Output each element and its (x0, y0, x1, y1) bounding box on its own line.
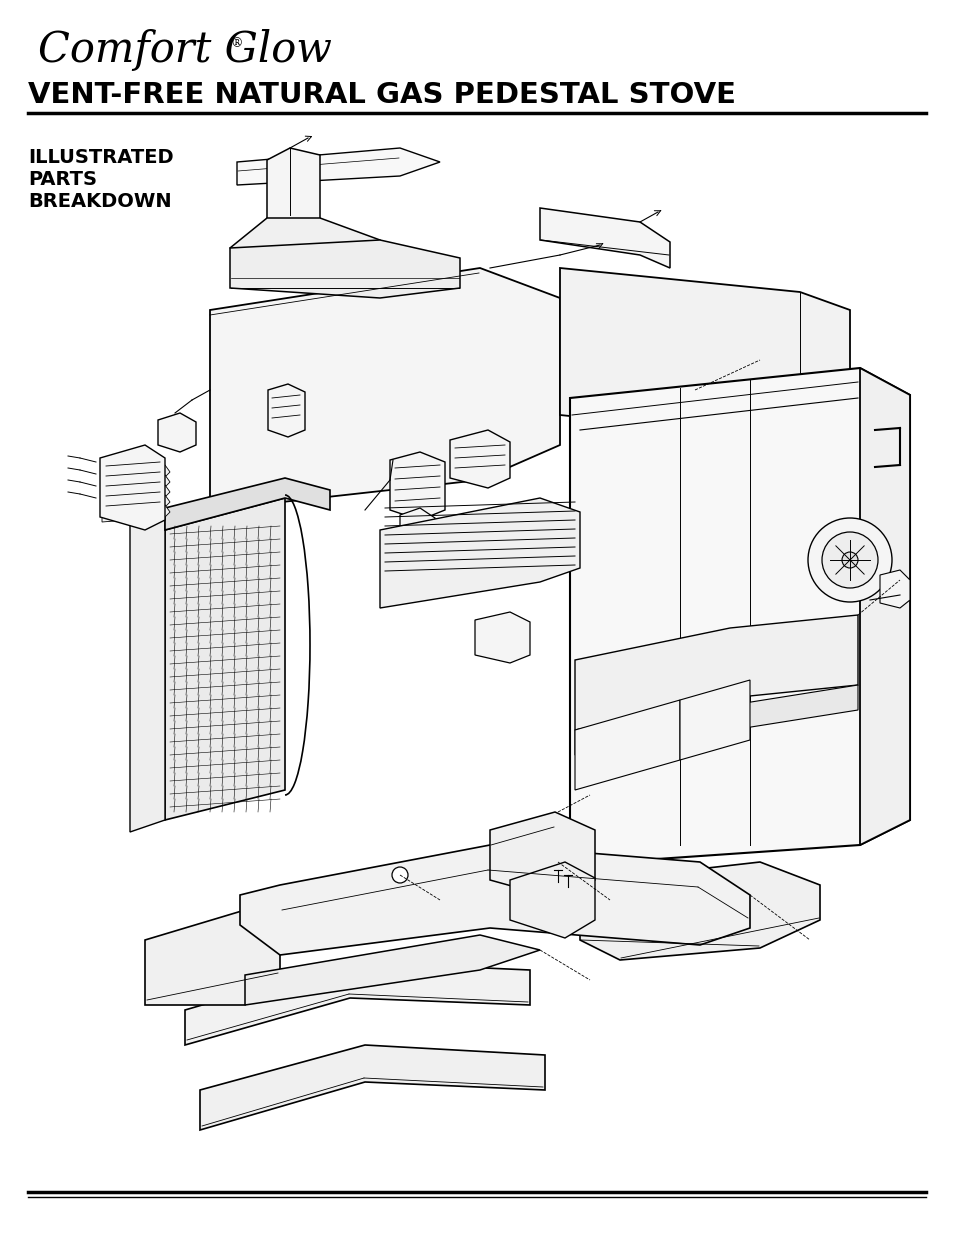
Polygon shape (130, 508, 165, 832)
Polygon shape (236, 148, 439, 185)
Text: VENT-FREE NATURAL GAS PEDESTAL STOVE: VENT-FREE NATURAL GAS PEDESTAL STOVE (28, 82, 735, 109)
Polygon shape (267, 148, 319, 235)
Polygon shape (102, 505, 170, 522)
Polygon shape (575, 615, 857, 730)
Polygon shape (679, 680, 749, 760)
Circle shape (807, 517, 891, 601)
Polygon shape (490, 811, 595, 898)
Polygon shape (390, 452, 444, 520)
Circle shape (821, 532, 877, 588)
Polygon shape (575, 700, 679, 790)
Polygon shape (559, 268, 849, 450)
Polygon shape (245, 935, 539, 1005)
Polygon shape (165, 498, 285, 820)
Polygon shape (210, 268, 559, 510)
Polygon shape (102, 475, 170, 492)
Text: ®: ® (230, 37, 242, 51)
Polygon shape (145, 910, 280, 1005)
Polygon shape (879, 571, 909, 608)
Polygon shape (240, 845, 749, 955)
Polygon shape (450, 430, 510, 488)
Polygon shape (539, 207, 669, 268)
Polygon shape (859, 368, 909, 845)
Polygon shape (100, 445, 165, 530)
Polygon shape (579, 862, 820, 960)
Polygon shape (569, 368, 909, 864)
Polygon shape (200, 1045, 544, 1130)
Polygon shape (174, 910, 550, 974)
Polygon shape (510, 862, 595, 939)
Polygon shape (379, 498, 579, 608)
Polygon shape (185, 962, 530, 1045)
Text: ILLUSTRATED: ILLUSTRATED (28, 148, 173, 167)
Text: Comfort Glow: Comfort Glow (38, 28, 332, 70)
Text: BREAKDOWN: BREAKDOWN (28, 191, 172, 211)
Polygon shape (102, 485, 170, 501)
Polygon shape (475, 613, 530, 663)
Polygon shape (102, 466, 170, 482)
Text: PARTS: PARTS (28, 170, 97, 189)
Polygon shape (268, 384, 305, 437)
Polygon shape (158, 412, 195, 452)
Circle shape (841, 552, 857, 568)
Polygon shape (165, 478, 330, 530)
Polygon shape (399, 508, 435, 553)
Polygon shape (230, 240, 459, 298)
Polygon shape (230, 219, 379, 268)
Polygon shape (102, 495, 170, 513)
Polygon shape (575, 685, 857, 755)
Circle shape (392, 867, 408, 883)
